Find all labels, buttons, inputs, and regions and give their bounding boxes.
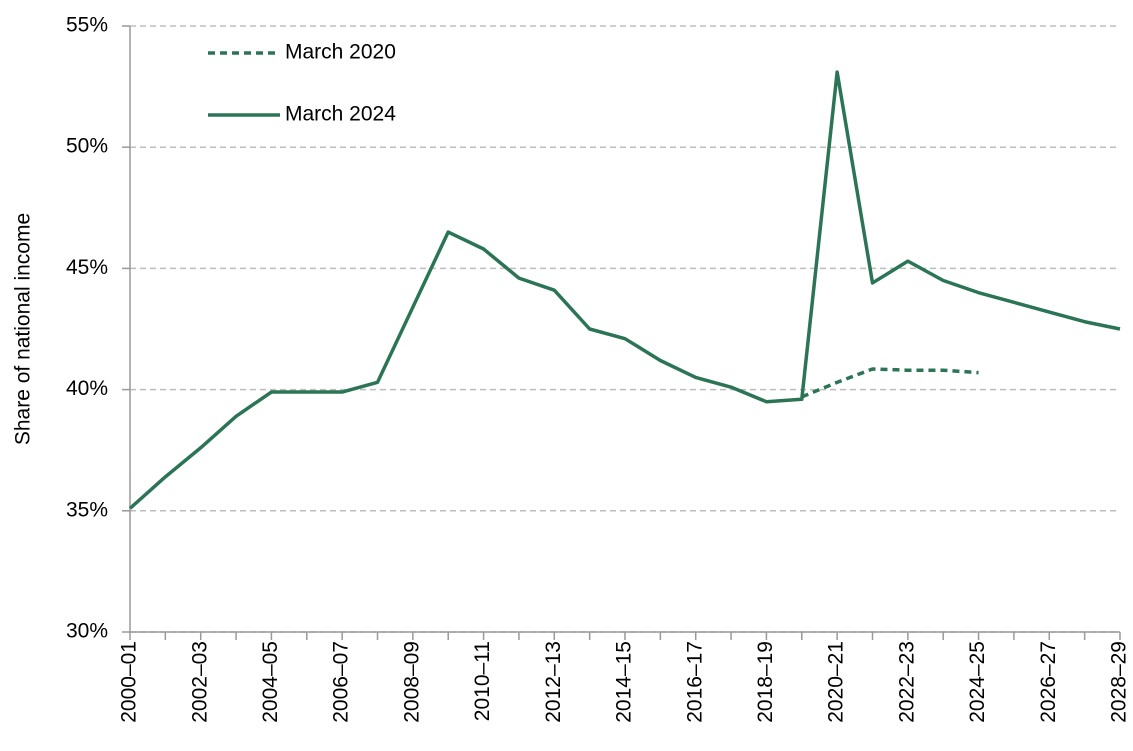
y-tick-label: 40% [66, 377, 108, 400]
y-axis-label: Share of national income [12, 213, 35, 445]
x-tick-label: 2004–05 [259, 641, 282, 723]
legend-label: March 2020 [285, 41, 396, 64]
y-tick-label: 30% [66, 620, 108, 643]
y-tick-label: 35% [66, 498, 108, 521]
x-tick-label: 2026–27 [1037, 641, 1060, 723]
x-tick-label: 2010–11 [471, 641, 494, 721]
x-tick-label: 2002–03 [188, 641, 211, 723]
x-tick-label: 2016–17 [683, 641, 706, 723]
y-tick-label: 55% [66, 14, 108, 37]
x-tick-label: 2024–25 [966, 641, 989, 723]
x-tick-label: 2020–21 [825, 641, 848, 723]
x-tick-label: 2000–01 [118, 641, 141, 723]
x-tick-label: 2022–23 [895, 641, 918, 723]
y-tick-label: 50% [66, 135, 108, 158]
x-tick-label: 2028–29 [1108, 641, 1131, 723]
series-line [801, 367, 979, 399]
x-tick-label: 2018–19 [754, 641, 777, 723]
series-line [128, 70, 1121, 510]
y-tick-label: 45% [66, 256, 108, 279]
x-tick-label: 2008–09 [400, 641, 423, 723]
x-tick-label: 2014–15 [613, 641, 636, 723]
x-tick-label: 2012–13 [542, 641, 565, 723]
x-tick-label: 2006–07 [330, 641, 353, 723]
legend-label: March 2024 [285, 103, 396, 126]
